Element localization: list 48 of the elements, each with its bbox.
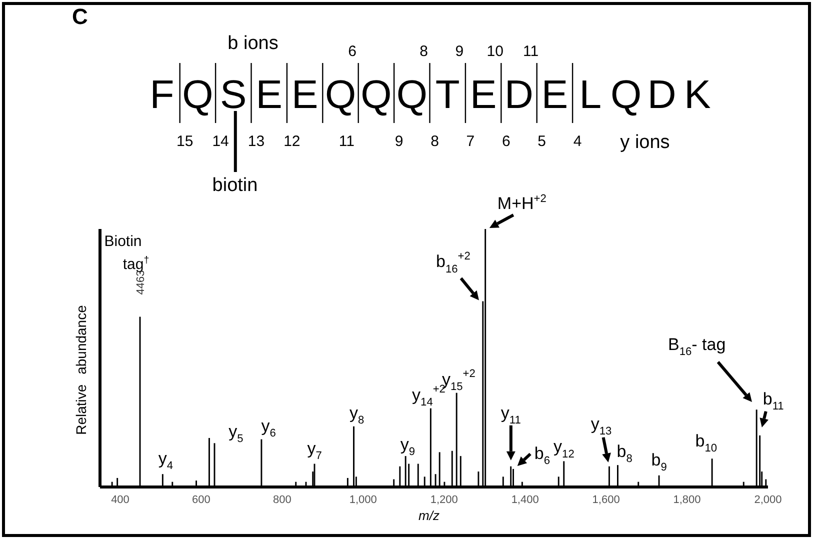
annotation: y$_{11}$	[500, 403, 521, 426]
text: C	[72, 4, 88, 29]
x-tick-label: 2,000	[754, 494, 782, 506]
annotation: M+H$^{+2}$	[497, 193, 546, 213]
text: b ions	[228, 33, 278, 54]
annotation: b$_{6}$	[534, 444, 550, 468]
text: 9	[394, 133, 404, 150]
annotation: y$_{12}$	[554, 437, 574, 460]
text: biotin	[212, 175, 258, 196]
annotation: b$_{8}$	[616, 442, 632, 466]
text: 14	[212, 133, 229, 150]
text: 11	[338, 133, 354, 150]
text: 11	[523, 43, 539, 60]
annotation: y$_{8}$	[350, 403, 364, 426]
annotation: b$_{10}$	[695, 432, 718, 455]
text: 5	[538, 133, 546, 150]
annotation: y$_{13}$	[590, 414, 612, 438]
x-tick-label: 1,200	[430, 494, 458, 506]
text: 12	[284, 133, 300, 150]
annotation: y$_{5}$	[228, 422, 244, 446]
x-tick-label: 400	[111, 494, 130, 506]
text: 6	[502, 133, 510, 150]
text: y ions	[620, 132, 670, 153]
text: 9	[455, 43, 464, 60]
annotation: y$_{7}$	[307, 438, 322, 462]
x-tick-label: 1,800	[673, 494, 701, 506]
text: 8	[430, 133, 439, 150]
annotation: b$_{9}$	[651, 450, 667, 474]
text: 15	[176, 133, 194, 150]
annotation: y$_{9}$	[400, 435, 415, 458]
x-tick-label: 1,400	[511, 494, 539, 506]
text: 8	[420, 43, 428, 60]
x-tick-label: 800	[273, 494, 292, 506]
x-axis-title: m/z	[418, 508, 440, 523]
text: 13	[248, 133, 265, 150]
text: 6	[348, 43, 357, 60]
x-tick-label: 600	[192, 494, 210, 506]
annotation: y$_{4}$	[158, 449, 174, 472]
annotation: y$_{6}$	[261, 416, 276, 440]
text: 10	[486, 43, 504, 60]
annotation: 4463	[135, 270, 148, 295]
annotation: b$_{11}$	[762, 389, 784, 412]
y-axis-title: Relative abundance	[73, 304, 89, 435]
x-tick-label: 1,000	[349, 494, 377, 506]
annotation: B$_{16}$- tag	[668, 335, 726, 358]
text: 4	[573, 133, 582, 150]
text: 7	[466, 133, 475, 150]
x-tick-label: 1,600	[592, 494, 620, 506]
